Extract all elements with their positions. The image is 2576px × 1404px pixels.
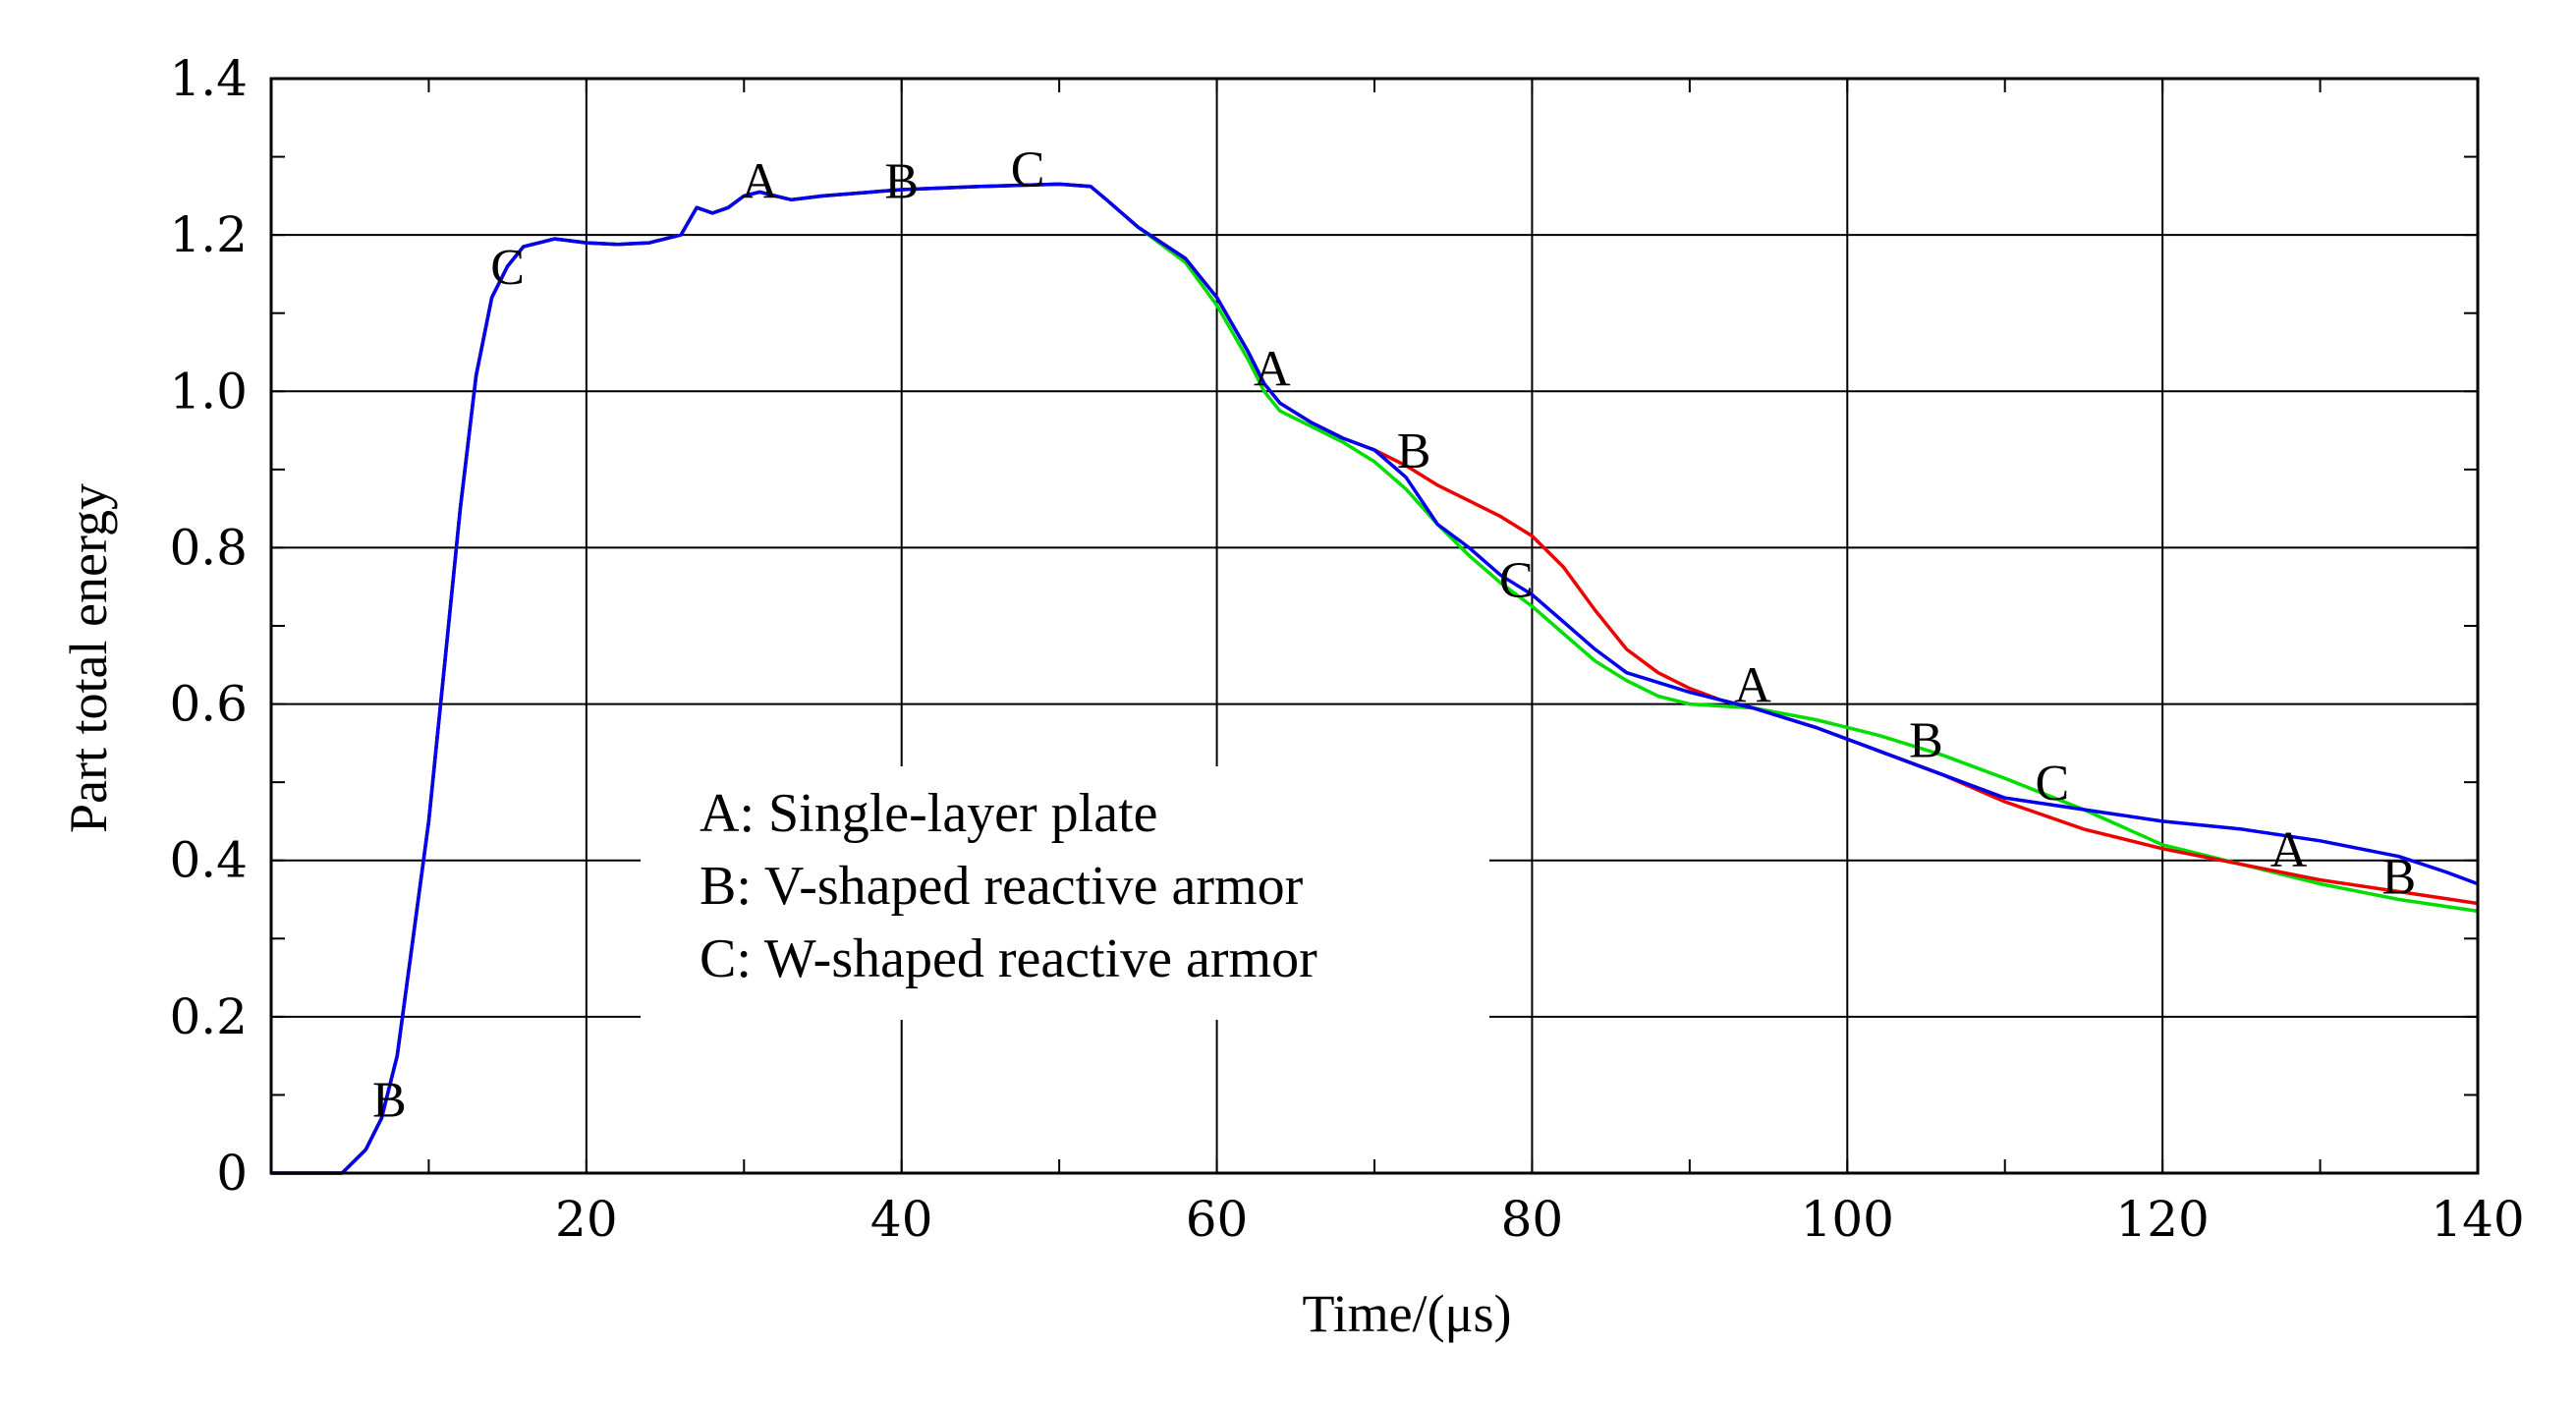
- x-tick-label: 120: [2115, 1191, 2209, 1248]
- curve-marker-c: C: [2035, 756, 2069, 812]
- curve-marker-a: A: [1734, 658, 1771, 714]
- x-tick-label: 60: [1186, 1191, 1249, 1248]
- minor-ticks: [271, 79, 2478, 1173]
- curve-marker-a: A: [2270, 822, 2308, 878]
- curve-marker-b: B: [1397, 423, 1431, 479]
- y-tick-label: 0.6: [169, 676, 248, 733]
- y-tick-label: 1.4: [169, 50, 248, 107]
- x-tick-label: 100: [1801, 1191, 1894, 1248]
- x-tick-label: 140: [2431, 1191, 2524, 1248]
- curve-marker-b: B: [1909, 712, 1943, 768]
- curve-marker-b: B: [884, 153, 919, 209]
- x-tick-label: 80: [1501, 1191, 1564, 1248]
- curve-marker-c: C: [490, 240, 525, 296]
- y-tick-label: 0: [216, 1145, 248, 1202]
- series-lines: [271, 182, 2479, 1175]
- y-tick-label: 0.8: [169, 519, 248, 576]
- curve-marker-b: B: [2381, 850, 2416, 906]
- y-axis-tick-labels: 0 0.2 0.4 0.6 0.8 1.0 1.2 1.4: [169, 50, 248, 1202]
- series-line-a: [271, 182, 2479, 1175]
- curve-marker-labels: A B C C B A B C A B C A B: [372, 142, 2416, 1129]
- y-tick-label: 0.2: [169, 988, 248, 1045]
- plot-frame: [269, 77, 2480, 1175]
- y-tick-label: 1.0: [169, 363, 248, 420]
- curve-marker-c: C: [1499, 552, 1534, 608]
- curve-marker-a: A: [1254, 341, 1291, 397]
- y-axis-title: Part total energy: [59, 483, 118, 833]
- curve-marker-c: C: [1011, 142, 1045, 198]
- curve-marker-a: A: [742, 153, 779, 209]
- legend-entry-b: B: V-shaped reactive armor: [700, 856, 1304, 917]
- curve-marker-b: B: [372, 1072, 407, 1128]
- legend-entry-c: C: W-shaped reactive armor: [700, 928, 1317, 989]
- legend: A: Single-layer plate B: V-shaped reacti…: [641, 766, 1489, 1020]
- x-tick-label: 20: [555, 1191, 618, 1248]
- y-tick-label: 0.4: [169, 832, 248, 889]
- y-tick-label: 1.2: [169, 206, 248, 263]
- legend-entry-a: A: Single-layer plate: [700, 783, 1158, 844]
- x-axis-title: Time/(μs): [1303, 1284, 1512, 1343]
- legend-background: [641, 766, 1489, 1020]
- x-tick-label: 40: [870, 1191, 933, 1248]
- x-axis-tick-labels: 20 40 60 80 100 120 140: [555, 1191, 2525, 1248]
